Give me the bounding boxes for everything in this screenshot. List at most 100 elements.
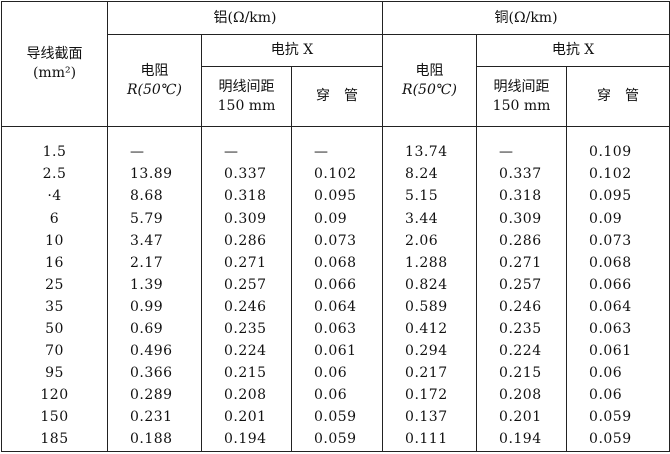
cell-al-x-open: 0.208 — [201, 384, 292, 407]
table-row: 95 0.366 0.215 0.06 0.217 0.215 0.06 — [1, 362, 670, 385]
cell-cu-r: 0.217 — [382, 362, 478, 385]
cell-cu-x-pipe: 0.06 — [566, 362, 670, 385]
cell-al-r: 3.47 — [107, 230, 202, 253]
cell-cu-r: 0.294 — [382, 340, 478, 363]
table-body: 1.5— — —13.74—0.109 2.5 13.89 0.337 0.102 8.24 0… — [1, 126, 670, 452]
cell-al-x-pipe: — — [290, 126, 384, 164]
cell-section: 50 — [1, 318, 108, 341]
table-row: 70 0.496 0.224 0.061 0.294 0.224 0.061 — [1, 340, 670, 363]
table-row: 185 0.188 0.194 0.059 0.111 0.194 0.059 — [1, 428, 670, 452]
table-row: 6 5.79 0.309 0.09 3.44 0.309 0.09 — [1, 207, 670, 231]
cell-cu-x-pipe: 0.068 — [566, 252, 670, 275]
header-al-resistance: 电阻 R(50℃) — [107, 34, 202, 127]
cell-cu-x-pipe: 0.059 — [566, 406, 670, 429]
header-cu-open-wire-line2: 150 mm — [492, 97, 551, 114]
cell-section: 150 — [1, 406, 108, 429]
cell-cu-r: 0.589 — [382, 296, 478, 319]
cell-cu-x-open: 0.257 — [476, 274, 568, 297]
table-row: 50 0.69 0.235 0.063 0.412 0.235 0.063 — [1, 318, 670, 341]
cell-cu-x-pipe: 0.063 — [566, 318, 670, 341]
cell-cu-x-open: 0.215 — [476, 362, 568, 385]
cell-section: 70 — [1, 340, 108, 363]
cell-section: 120 — [1, 384, 108, 407]
cell-section: 35 — [1, 296, 108, 319]
cell-al-r: 0.188 — [107, 428, 202, 452]
cell-cu-r: 5.15 — [382, 185, 478, 208]
cell-section: 6 — [1, 207, 108, 231]
header-cu-resistance-line1: 电阻 — [415, 62, 444, 79]
cell-cu-x-pipe: 0.059 — [566, 428, 670, 452]
cell-al-x-pipe: 0.063 — [290, 318, 384, 341]
cell-cu-x-pipe: 0.061 — [566, 340, 670, 363]
cell-section: 16 — [1, 252, 108, 275]
cell-cu-x-open: 0.194 — [476, 428, 568, 452]
header-al-open-wire: 明线间距 150 mm — [201, 66, 292, 127]
cell-al-x-pipe: 0.09 — [290, 207, 384, 231]
cell-cu-x-open: 0.224 — [476, 340, 568, 363]
cell-cu-x-pipe: 0.06 — [566, 384, 670, 407]
cell-cu-x-open: 0.246 — [476, 296, 568, 319]
cell-al-x-pipe: 0.061 — [290, 340, 384, 363]
cell-cu-r: 8.24 — [382, 163, 478, 186]
table-row: 120 0.289 0.208 0.06 0.172 0.208 0.06 — [1, 384, 670, 407]
cell-al-x-open: — — [201, 126, 292, 164]
cell-al-x-open: 0.215 — [201, 362, 292, 385]
table-row: 25 1.39 0.257 0.066 0.824 0.257 0.066 — [1, 274, 670, 297]
cell-cu-r: 0.137 — [382, 406, 478, 429]
cell-al-x-open: 0.286 — [201, 230, 292, 253]
header-cu-reactance: 电抗 X — [476, 34, 670, 67]
cell-section: 10 — [1, 230, 108, 253]
header-cu-resistance: 电阻 R(50℃) — [382, 34, 478, 127]
cell-cu-x-open: 0.318 — [476, 185, 568, 208]
cell-cu-x-open: 0.208 — [476, 384, 568, 407]
cell-al-x-pipe: 0.068 — [290, 252, 384, 275]
cell-al-x-open: 0.194 — [201, 428, 292, 452]
cell-al-x-open: 0.224 — [201, 340, 292, 363]
cell-cu-x-pipe: 0.095 — [566, 185, 670, 208]
header-section-line2: (mm²) — [32, 65, 77, 81]
header-section: 导线截面 (mm²) — [1, 1, 108, 127]
cell-section: 25 — [1, 274, 108, 297]
cell-al-x-pipe: 0.102 — [290, 163, 384, 186]
cell-section: 1.5 — [1, 126, 108, 164]
cell-cu-x-open: 0.271 — [476, 252, 568, 275]
cell-cu-x-pipe: 0.073 — [566, 230, 670, 253]
cell-al-x-open: 0.309 — [201, 207, 292, 231]
cell-cu-r: 0.824 — [382, 274, 478, 297]
header-cu-open-wire: 明线间距 150 mm — [476, 66, 568, 127]
cell-cu-r: 2.06 — [382, 230, 478, 253]
cell-al-r: — — [107, 126, 202, 164]
cell-al-x-open: 0.201 — [201, 406, 292, 429]
header-al-conduit: 穿 管 — [290, 66, 384, 127]
cell-al-r: 0.289 — [107, 384, 202, 407]
cell-cu-r: 0.111 — [382, 428, 478, 452]
header-cu-conduit: 穿 管 — [566, 66, 670, 127]
cell-section: ·4 — [1, 185, 108, 208]
cell-al-x-pipe: 0.064 — [290, 296, 384, 319]
header-al-reactance: 电抗 X — [200, 34, 384, 67]
cell-section: 95 — [1, 362, 108, 385]
cell-cu-x-open: 0.201 — [476, 406, 568, 429]
cell-cu-r: 1.288 — [382, 252, 478, 275]
header-aluminum: 铝(Ω/km) — [106, 1, 384, 35]
cell-cu-x-open: — — [476, 126, 568, 164]
cell-al-x-open: 0.271 — [201, 252, 292, 275]
cell-al-x-pipe: 0.073 — [290, 230, 384, 253]
cell-al-x-open: 0.318 — [201, 185, 292, 208]
header-al-resistance-line1: 电阻 — [140, 62, 169, 79]
cell-al-x-open: 0.257 — [201, 274, 292, 297]
cell-al-x-pipe: 0.059 — [290, 406, 384, 429]
cell-al-r: 2.17 — [107, 252, 202, 275]
header-al-resistance-line2: R(50℃) — [127, 81, 182, 98]
cell-al-r: 0.231 — [107, 406, 202, 429]
cell-section: 185 — [1, 428, 108, 452]
cell-al-x-open: 0.337 — [201, 163, 292, 186]
cell-cu-x-pipe: 0.102 — [566, 163, 670, 186]
cell-al-r: 5.79 — [107, 207, 202, 231]
table-row: 35 0.99 0.246 0.064 0.589 0.246 0.064 — [1, 296, 670, 319]
cell-al-r: 13.89 — [107, 163, 202, 186]
cell-cu-x-pipe: 0.066 — [566, 274, 670, 297]
cell-al-r: 0.99 — [107, 296, 202, 319]
header-cu-open-wire-line1: 明线间距 — [493, 78, 550, 95]
